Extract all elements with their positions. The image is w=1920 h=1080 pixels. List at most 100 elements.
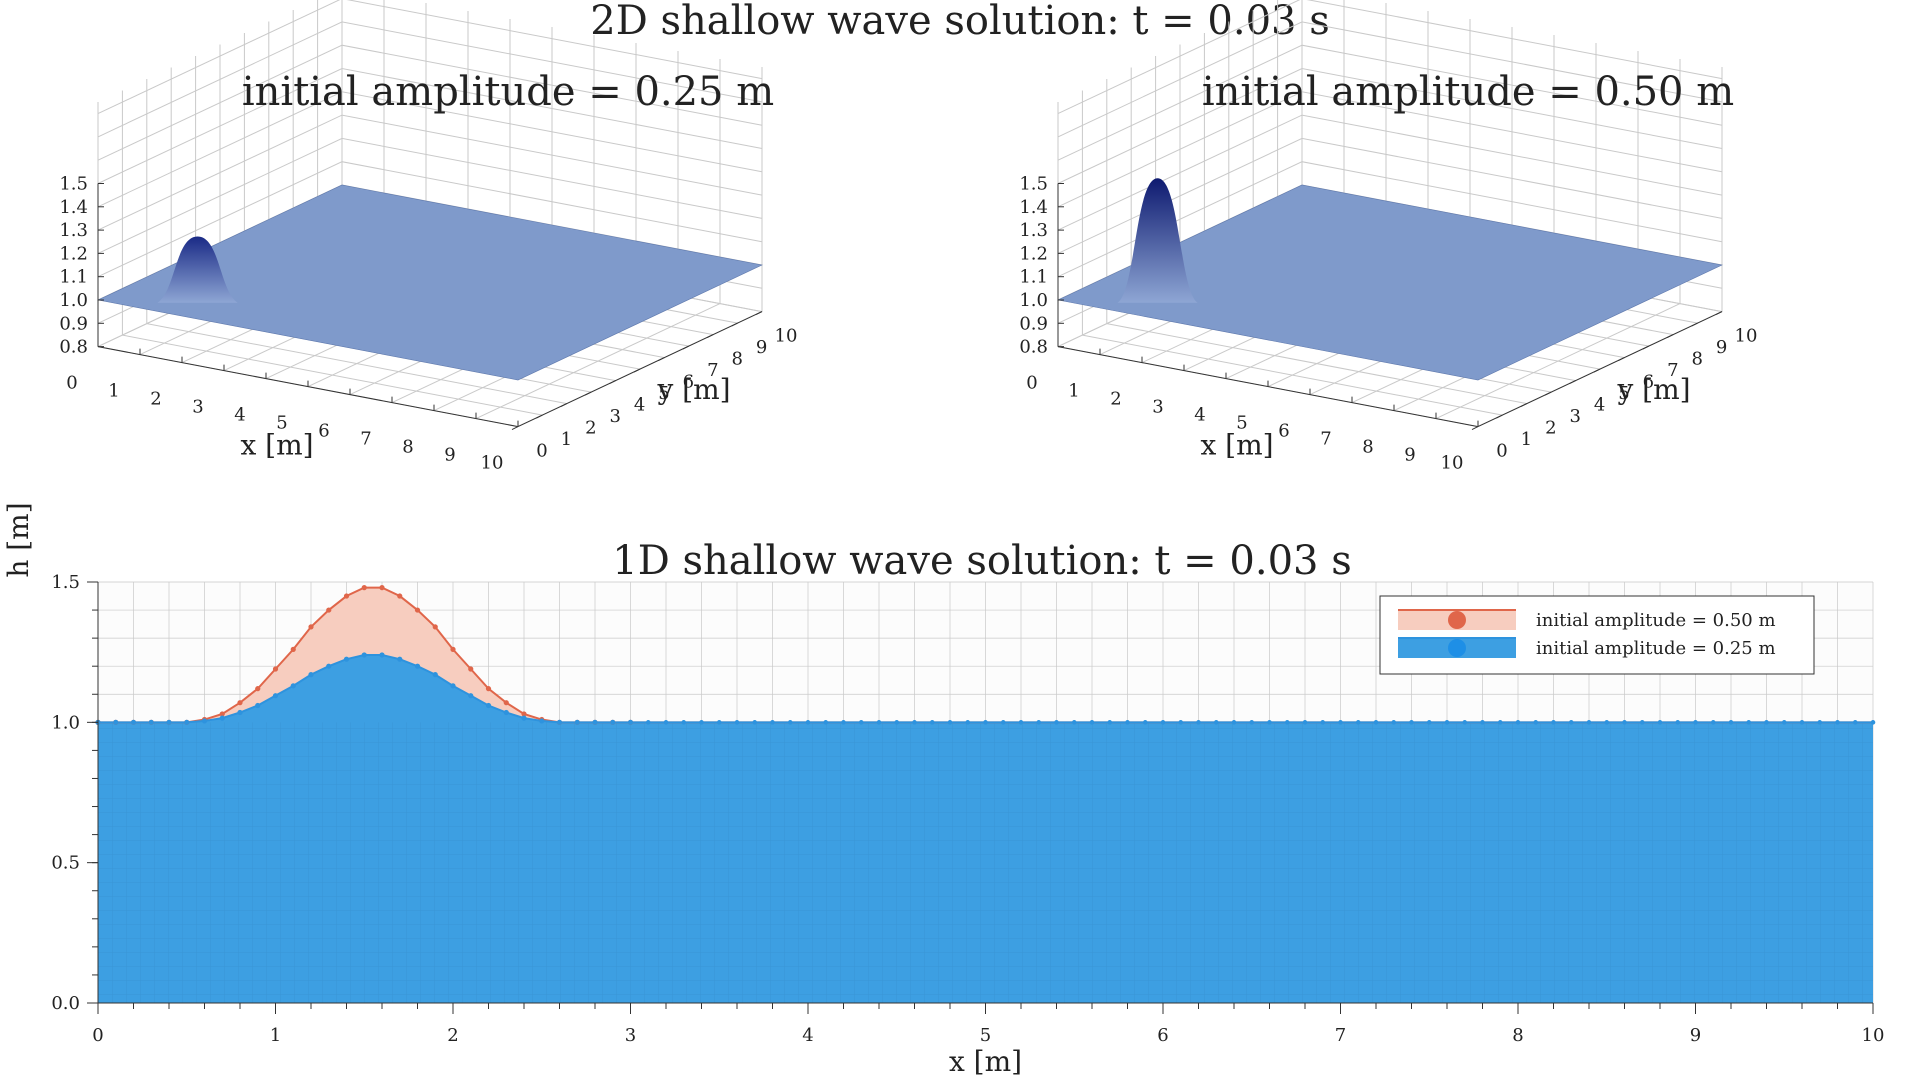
point-series-025 — [770, 720, 775, 725]
point-series-025 — [1355, 720, 1361, 725]
y-tick-mark — [1496, 414, 1503, 419]
point-series-050 — [503, 700, 509, 706]
point-series-050 — [343, 593, 350, 599]
point-series-025 — [1480, 720, 1485, 725]
point-series-025 — [397, 656, 403, 662]
x-tick-label: 7 — [360, 429, 371, 450]
y-tick-mark — [755, 311, 763, 316]
x-tick-label: 8 — [1512, 1025, 1523, 1046]
y-tick-label: 1 — [561, 429, 572, 450]
point-series-025 — [1781, 720, 1787, 725]
z-tick-label: 1.1 — [59, 267, 88, 288]
z-tick-label: 1.1 — [1019, 267, 1048, 288]
point-series-025 — [1320, 720, 1326, 725]
x-tick-label: 2 — [1110, 389, 1121, 410]
point-series-025 — [1693, 720, 1698, 725]
grid-line — [97, 114, 763, 231]
grid-line — [1435, 303, 1681, 420]
x-tick-label: 1 — [108, 381, 119, 402]
x-tick-label: 10 — [481, 453, 504, 474]
point-series-025 — [148, 719, 154, 725]
x-tick-label: 10 — [1441, 453, 1464, 474]
legend-box — [1379, 595, 1815, 675]
grid-line — [97, 21, 763, 138]
y-tick-label: 7 — [1667, 360, 1678, 381]
point-series-025 — [290, 683, 296, 689]
y-tick-label: 7 — [707, 360, 718, 381]
point-series-025 — [1267, 720, 1272, 725]
point-series-025 — [1728, 720, 1734, 725]
point-series-025 — [1409, 720, 1414, 725]
point-series-025 — [432, 672, 438, 678]
y-tick-label: 3 — [609, 406, 620, 427]
y-tick-mark — [1666, 334, 1674, 339]
y-tick-label: 4 — [1594, 395, 1605, 416]
point-series-025 — [1125, 720, 1130, 725]
z-tick-label: 1.4 — [59, 197, 88, 218]
grid-line — [1057, 114, 1723, 231]
point-series-025 — [1178, 720, 1184, 725]
z-tick-label: 1.2 — [1019, 243, 1048, 264]
y-tick-mark — [1618, 357, 1625, 362]
point-series-025 — [539, 718, 545, 724]
point-series-025 — [1302, 720, 1308, 725]
point-series-025 — [1426, 720, 1432, 725]
y-tick-mark — [731, 322, 738, 327]
point-series-025 — [1657, 720, 1663, 725]
surface-panel-050: 0.80.91.01.11.21.31.41.50 1 2 3 4 5 6 7 8 9 100123… — [1019, 0, 1757, 474]
y-tick-mark — [658, 357, 665, 362]
point-series-025 — [130, 719, 137, 725]
point-series-025 — [1000, 720, 1006, 725]
point-series-050 — [290, 646, 296, 652]
point-series-025 — [1142, 720, 1148, 725]
point-series-025 — [947, 720, 953, 725]
x-tick-label: 9 — [1690, 1025, 1701, 1046]
x-tick-label: 0 — [92, 1025, 103, 1046]
y-tick-label: 6 — [1643, 372, 1654, 393]
x-tick-label: 0 — [1026, 373, 1037, 394]
point-series-025 — [823, 720, 829, 725]
point-series-050 — [272, 666, 279, 672]
grid-line — [1057, 67, 1723, 184]
z-tick-label: 1.3 — [1019, 220, 1048, 241]
point-series-025 — [255, 702, 261, 709]
x-tick-label: 6 — [318, 421, 329, 442]
point-series-025 — [699, 720, 704, 725]
point-series-025 — [1107, 720, 1113, 725]
point-series-025 — [1870, 720, 1876, 725]
z-tick-label: 1.0 — [59, 290, 88, 311]
point-series-025 — [912, 720, 917, 725]
point-series-050 — [237, 700, 243, 706]
surface-panel-025: 0.80.91.01.11.21.31.41.50 1 2 3 4 5 6 7 8 9 100123… — [59, 0, 797, 474]
y-axis-label: y [m] — [1616, 373, 1690, 406]
y-tick-mark — [682, 345, 690, 350]
x-tick-label: 10 — [1862, 1025, 1885, 1046]
point-series-025 — [521, 715, 527, 721]
point-series-025 — [1586, 720, 1592, 725]
point-series-050 — [414, 607, 421, 613]
x-tick-label: 1 — [270, 1025, 281, 1046]
point-series-025 — [610, 719, 616, 725]
point-series-025 — [805, 720, 811, 725]
grid-line — [1057, 21, 1723, 138]
point-series-050 — [379, 585, 385, 591]
point-series-025 — [1284, 720, 1290, 725]
point-series-025 — [1444, 720, 1450, 725]
y-tick-label: 0 — [536, 441, 547, 462]
point-series-025 — [681, 720, 687, 725]
y-tick-label: 5 — [1618, 383, 1629, 404]
y-tick-mark — [584, 391, 592, 396]
point-series-025 — [858, 720, 864, 725]
x-tick-label: 9 — [444, 445, 455, 466]
z-tick-label: 0.9 — [1019, 313, 1048, 334]
point-series-025 — [166, 719, 172, 725]
z-tick-label: 1.5 — [1019, 174, 1048, 195]
point-series-025 — [1036, 720, 1042, 725]
point-series-025 — [1018, 720, 1024, 725]
point-series-025 — [1373, 720, 1379, 725]
point-series-050 — [219, 711, 225, 717]
point-series-025 — [1071, 720, 1077, 725]
point-series-025 — [1835, 720, 1840, 725]
